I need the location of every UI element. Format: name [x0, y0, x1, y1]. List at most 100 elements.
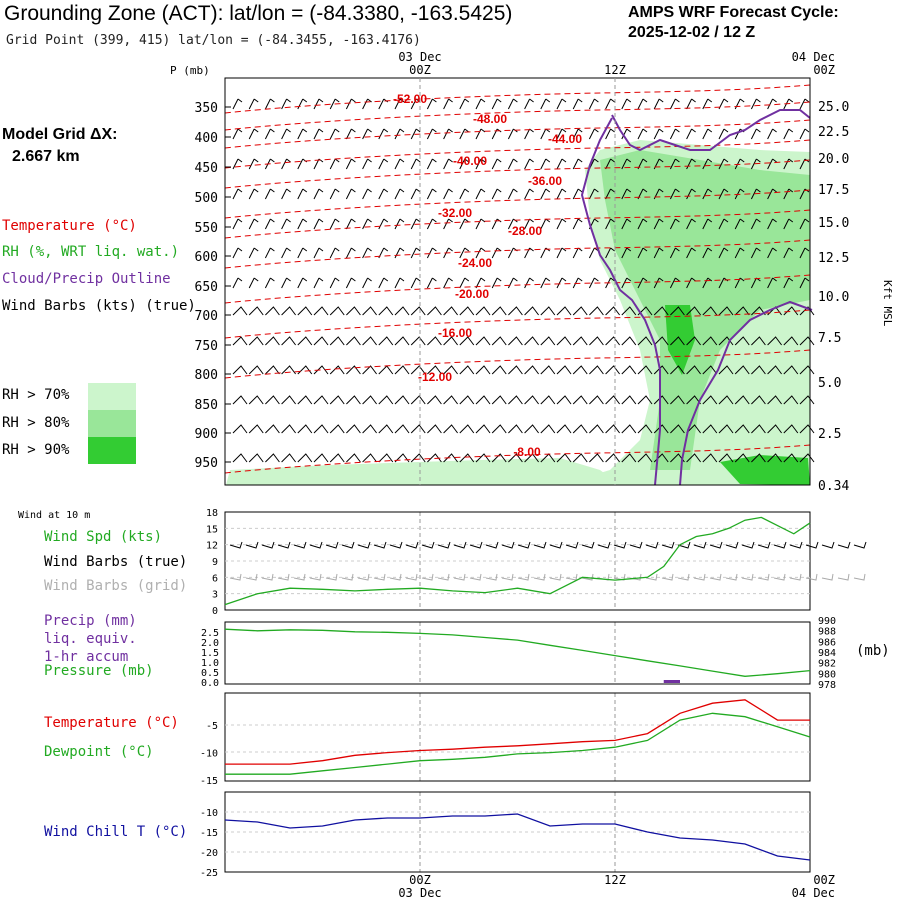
wind-barb	[621, 188, 632, 200]
wind-barb	[702, 424, 718, 434]
wind-barb-grid	[453, 573, 466, 581]
wind-barb	[329, 188, 340, 200]
wind-barb-true	[309, 541, 323, 549]
wind-barb	[572, 336, 588, 346]
wind-barb	[783, 365, 799, 375]
height-tick-label: 17.5	[818, 183, 849, 198]
wind-barb	[718, 158, 729, 170]
wind-barb-grid	[757, 573, 770, 581]
wind-barb	[799, 98, 810, 110]
wind-barb-true	[853, 541, 867, 549]
time-top-label: 04 Dec	[792, 50, 835, 64]
temp-tick-label: -15	[200, 776, 218, 787]
pressure-tick-label: 978	[818, 680, 836, 691]
legend-precip-1: Precip (mm)	[44, 613, 137, 629]
wind-barb-grid	[421, 573, 434, 581]
height-tick-label: 22.5	[818, 125, 849, 140]
wind-barb	[410, 336, 426, 346]
wind-barb	[459, 365, 475, 375]
wind-barb-true	[773, 541, 787, 549]
wind-barb	[362, 247, 372, 259]
height-tick-label: 2.5	[818, 427, 841, 442]
pressure-tick-label: 984	[818, 648, 836, 659]
pressure-tick-label: 982	[818, 659, 836, 670]
wind-barb	[346, 336, 361, 346]
wind-barb	[264, 218, 275, 230]
wind-barb	[524, 365, 539, 375]
wind-barb	[767, 336, 782, 346]
wind-barb	[540, 218, 551, 230]
pressure-tick-label: 400	[195, 131, 218, 146]
wind-barb	[767, 395, 782, 405]
wind-barb	[751, 424, 766, 434]
wind-barb	[540, 277, 551, 289]
wind-barb	[362, 158, 372, 170]
wind-barb	[329, 306, 345, 316]
wind-barb	[443, 218, 453, 230]
wind-barb	[378, 336, 394, 346]
wind-barb	[702, 277, 713, 289]
legend-temperature: Temperature (°C)	[2, 218, 137, 234]
wind-panel-frame	[224, 511, 811, 611]
wind-barb	[556, 365, 572, 375]
wind-barb	[443, 98, 453, 110]
wind-barb	[232, 306, 248, 316]
wind-barb-grid	[677, 573, 690, 581]
wind-barb	[329, 218, 340, 230]
wind-barb	[248, 424, 264, 434]
temp-contour-line	[224, 349, 811, 379]
wind-barb	[491, 188, 502, 200]
wind-barb	[799, 336, 815, 346]
wind-barb	[605, 218, 615, 230]
wind-barb	[750, 247, 761, 259]
wind-barb	[329, 277, 340, 289]
wind-barb	[653, 277, 664, 289]
wind-barb	[507, 188, 518, 200]
wind-barb	[459, 277, 470, 289]
cycle-line2: 2025-12-02 / 12 Z	[628, 24, 756, 41]
time-date-label-bottom: 04 Dec	[792, 886, 835, 900]
wind-barb	[524, 395, 539, 405]
wind-barb	[767, 424, 782, 434]
legend-barbs-true: Wind Barbs (true)	[44, 554, 188, 570]
wind-barb	[767, 365, 782, 375]
wind-barb	[621, 128, 632, 140]
wind-barb	[394, 158, 405, 170]
wind-barb-grid	[469, 573, 482, 581]
wind-barb	[556, 158, 567, 170]
wind-barb-true	[341, 541, 355, 549]
wind-barb	[475, 128, 486, 140]
wind-barb	[329, 365, 345, 375]
wind-barb	[345, 128, 356, 140]
pressure-tick-label: 700	[195, 309, 218, 324]
wind-barb-grid	[773, 573, 786, 581]
wind-barb	[297, 98, 308, 110]
wind-barb	[378, 306, 394, 316]
lower-panels: 18 15 12 9 6 3 0 2.52.01.51.00.50.0 990988986984…	[200, 508, 867, 879]
wind-barb	[653, 395, 669, 405]
wind-barb	[540, 395, 556, 405]
wind-barb-true	[565, 541, 579, 549]
wind-barb	[669, 128, 680, 140]
wind-barb-true	[373, 541, 387, 549]
wind-tick-label: 15	[206, 524, 218, 535]
temperature-contours: -52.00 -48.00 -44.00 -40.00 -36.00 -32.00 -28.…	[224, 84, 811, 474]
wind-barb-grid	[245, 573, 258, 581]
wind-barb	[475, 453, 491, 463]
wind-barb	[572, 158, 583, 170]
time-hour-label-bottom: 00Z	[813, 873, 835, 887]
height-tick-label: 15.0	[818, 216, 849, 231]
wind-barb	[248, 395, 264, 405]
wind-barb	[232, 365, 248, 375]
wind-barb	[605, 336, 620, 346]
wind-barb	[718, 218, 729, 230]
wind-barb	[734, 424, 750, 434]
wind-barb	[491, 277, 502, 289]
wind-barb	[248, 158, 259, 170]
wind-barb	[329, 158, 340, 170]
wind-barb	[605, 453, 620, 463]
grid-point-label: Grid Point (399, 415) lat/lon = (-84.345…	[6, 33, 421, 48]
wind-barb	[329, 336, 345, 346]
wind-barb	[540, 424, 556, 434]
windchill-panel-frame	[224, 791, 811, 873]
